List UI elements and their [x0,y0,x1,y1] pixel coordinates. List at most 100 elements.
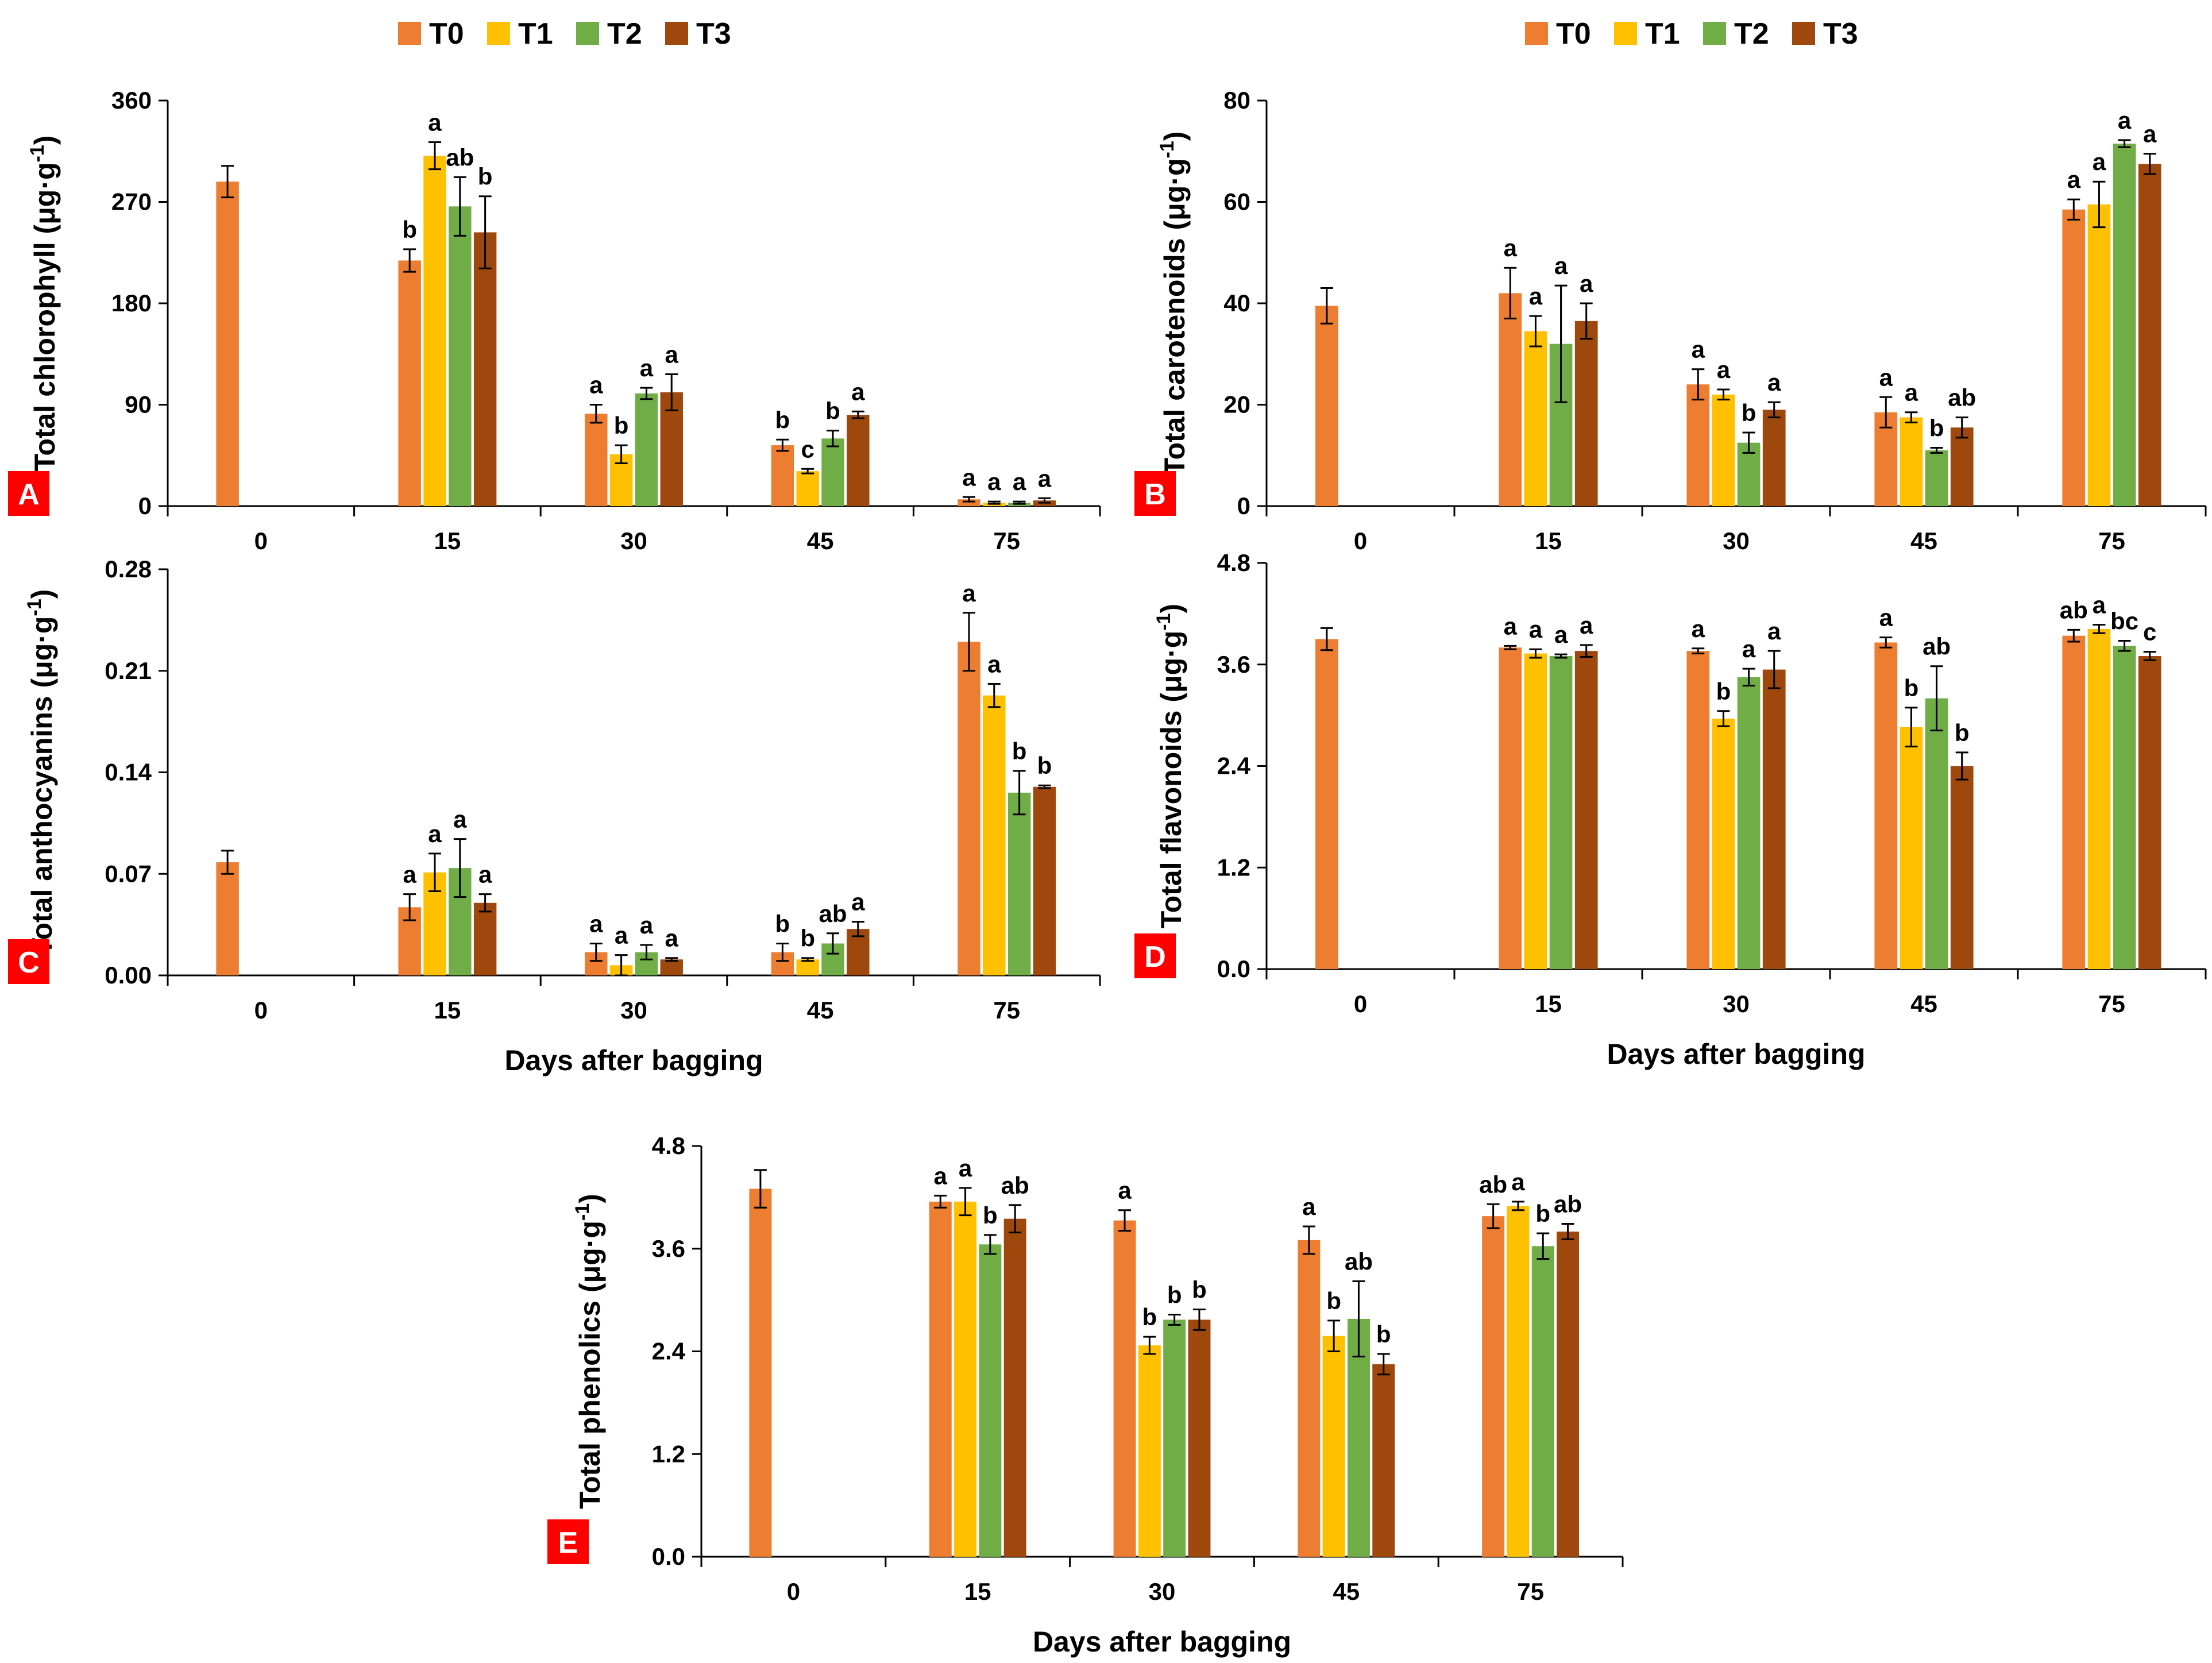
y-axis-title-sup: -1 [572,1203,593,1221]
y-tick-label: 2.4 [652,1338,686,1365]
y-axis-title-end: ) [26,589,58,599]
x-tick-label: 75 [1517,1578,1544,1605]
significance-letter: a [428,820,442,847]
y-axis-title-end: ) [29,136,61,145]
bar-t2 [2113,144,2136,506]
legend-top-right: T0 T1 T2 T3 [1525,17,1858,51]
panel-label-b: B [1144,478,1166,511]
significance-letter: a [1302,1193,1316,1220]
y-tick-label: 0.07 [105,860,152,887]
significance-letter: a [1767,618,1781,645]
bar-t1 [1712,394,1735,506]
bar-t0 [2062,209,2086,506]
significance-letter: b [1192,1276,1207,1303]
significance-letter: b [1904,674,1919,701]
y-tick-label: 270 [111,188,152,215]
panel-label-badge [8,471,49,516]
legend-swatch-t1 [1614,22,1637,45]
significance-letter: b [825,398,840,425]
y-axis-title: Total phenolics (μg·g-1) [572,1194,606,1509]
significance-letter: ab [1345,1248,1373,1275]
bar-t1 [983,695,1006,975]
legend-swatch-t2 [576,22,599,45]
y-tick-label: 1.2 [652,1440,685,1467]
bar-t2 [1007,792,1031,975]
x-tick-label: 15 [1535,990,1562,1017]
legend-label-t2: T2 [607,17,642,51]
significance-letter: a [1879,604,1893,631]
significance-letter: c [2143,619,2156,646]
significance-letter: c [801,435,814,462]
significance-letter: ab [1001,1172,1029,1199]
bar-t0 [771,445,794,506]
bar-t3 [1557,1231,1580,1557]
y-tick-label: 3.6 [652,1235,685,1262]
y-axis-title-main: Total carotenoids (μg·g [1159,159,1191,476]
significance-letter: b [983,1202,998,1229]
significance-letter: b [402,216,417,243]
y-tick-label: 0.14 [105,759,152,786]
x-tick-label: 30 [1723,990,1750,1017]
legend-top-left: T0 T1 T2 T3 [398,17,731,51]
significance-letter: a [589,372,603,399]
bar-t2 [635,393,658,506]
significance-letter: b [1716,678,1731,705]
significance-letter: a [1038,465,1052,492]
bar-t2 [821,438,844,506]
y-axis-title: Total chlorophyll (μg·g-1) [26,136,61,472]
significance-letter: a [962,464,976,491]
legend-label-t0: T0 [1556,17,1591,51]
x-tick-label: 45 [1910,527,1937,554]
significance-letter: a [640,912,654,939]
significance-letter: a [1554,621,1568,648]
y-axis-title: Total anthocyanins (μg·g-1) [24,589,58,956]
y-tick-label: 80 [1223,87,1250,114]
significance-letter: ab [446,144,474,171]
significance-letter: b [614,412,629,439]
y-axis-title-end: ) [1155,604,1187,614]
y-tick-label: 3.6 [1217,651,1250,678]
bar-t3 [1950,427,1974,506]
significance-letter: bc [2110,608,2138,635]
y-axis-title-main: Total chlorophyll (μg·g [29,162,61,471]
bar-t0 [216,182,239,506]
bar-t0 [958,642,980,975]
significance-letter: a [987,650,1001,677]
significance-letter: b [478,163,493,190]
bar-t3 [2138,656,2161,969]
bar-t2 [449,206,472,506]
y-tick-label: 360 [111,87,152,114]
bar-t2 [1549,656,1573,969]
bar-t1 [1900,727,1923,969]
significance-letter: a [1013,468,1026,495]
significance-letter: b [1012,738,1027,765]
y-axis-title-sup: -1 [26,145,48,162]
bar-t3 [847,415,870,506]
bar-t1 [2087,628,2111,969]
bar-t2 [1163,1319,1186,1557]
significance-letter: a [1118,1177,1132,1204]
significance-letter: a [2143,121,2157,148]
x-tick-label: 75 [993,997,1020,1024]
panel-label-badge [1134,471,1176,516]
significance-letter: a [1767,369,1781,396]
bar-t1 [1524,653,1547,969]
x-tick-label: 15 [434,527,461,554]
significance-letter: a [1504,612,1518,639]
x-tick-label: 0 [1354,527,1367,554]
bar-t3 [660,392,683,506]
legend-swatch-t1 [487,22,510,45]
panel-label-d: D [1144,940,1166,974]
significance-letter: a [1879,364,1893,391]
bar-t2 [2113,646,2136,969]
y-tick-label: 90 [125,391,152,418]
significance-letter: b [1535,1200,1550,1227]
y-tick-label: 60 [1223,188,1250,215]
significance-letter: a [615,922,628,949]
significance-letter: ab [1479,1171,1507,1198]
x-tick-label: 45 [807,997,834,1024]
significance-letter: b [775,406,790,433]
y-axis-title-sup: -1 [1153,613,1175,630]
y-tick-label: 2.4 [1217,753,1251,780]
